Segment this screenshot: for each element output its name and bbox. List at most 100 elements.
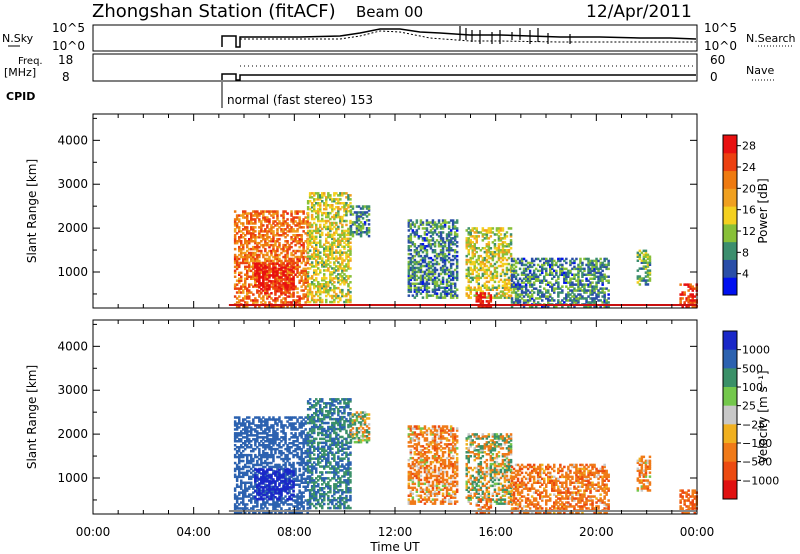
echo-cell	[553, 287, 556, 290]
echo-cell	[557, 283, 560, 286]
echo-cell	[501, 286, 505, 289]
echo-cell	[447, 276, 451, 280]
echo-cell	[331, 204, 334, 207]
echo-cell	[233, 230, 237, 233]
echo-cell	[451, 296, 455, 299]
echo-cell	[569, 263, 572, 267]
echo-cell	[491, 286, 495, 289]
echo-cell	[345, 265, 348, 268]
echo-cell	[242, 210, 245, 213]
echo-cell	[335, 259, 338, 262]
echo-cell	[520, 261, 524, 265]
echo-cell	[268, 245, 271, 249]
echo-cell	[467, 296, 470, 299]
echo-cell	[528, 265, 532, 269]
echo-cell	[479, 300, 483, 303]
echo-cell	[272, 232, 275, 235]
echo-cell	[256, 426, 259, 429]
echo-cell	[475, 237, 478, 240]
echo-cell	[423, 260, 427, 264]
echo-cell	[467, 233, 470, 236]
echo-cell	[349, 253, 352, 256]
echo-cell	[605, 257, 608, 261]
echo-cell	[453, 268, 457, 272]
echo-cell	[443, 288, 447, 291]
echo-cell	[589, 263, 592, 267]
echo-cell	[415, 252, 419, 256]
echo-cell	[345, 239, 348, 242]
echo-cell	[272, 234, 275, 237]
echo-cell	[505, 270, 509, 274]
echo-cell	[300, 511, 303, 514]
echo-cell	[429, 247, 433, 250]
echo-cell	[284, 447, 287, 451]
echo-cell	[300, 420, 303, 423]
echo-cell	[256, 243, 259, 247]
echo-cell	[589, 301, 592, 304]
echo-cell	[331, 296, 334, 300]
echo-cell	[581, 283, 584, 286]
echo-cell	[298, 434, 301, 437]
beam-label: Beam 00	[356, 3, 423, 21]
station-title: Zhongshan Station (fitACF)	[92, 1, 336, 22]
echo-cell	[491, 250, 495, 254]
echo-cell	[349, 205, 353, 208]
echo-cell	[262, 420, 265, 423]
echo-cell	[539, 285, 542, 288]
echo-cell	[469, 288, 472, 291]
echo-cell	[325, 219, 328, 223]
echo-cell	[479, 268, 483, 272]
echo-cell	[565, 281, 568, 284]
echo-cell	[268, 447, 271, 451]
echo-cell	[333, 198, 336, 201]
echo-cell	[270, 280, 273, 283]
nave-tick-low: 0	[710, 70, 718, 84]
echo-cell	[595, 261, 598, 265]
echo-cell	[260, 457, 263, 461]
echo-cell	[233, 495, 237, 498]
echo-cell	[593, 291, 596, 294]
echo-cell	[242, 473, 245, 477]
echo-cell	[268, 426, 271, 429]
echo-cell	[270, 438, 273, 441]
echo-cell	[465, 288, 468, 291]
echo-cell	[489, 306, 493, 309]
echo-cell	[339, 279, 342, 282]
echo-cell	[290, 241, 293, 245]
echo-cell	[319, 255, 322, 258]
echo-cell	[306, 267, 310, 270]
echo-cell	[274, 262, 277, 265]
echo-cell	[300, 426, 303, 429]
echo-cell	[276, 275, 279, 278]
echo-cell	[479, 276, 483, 280]
echo-cell	[447, 260, 451, 264]
echo-cell	[355, 205, 359, 208]
echo-cell	[345, 253, 348, 256]
echo-cell	[310, 209, 314, 213]
echo-cell	[333, 269, 336, 272]
echo-cell	[425, 229, 429, 232]
echo-cell	[306, 453, 309, 457]
echo-cell	[286, 278, 289, 281]
echo-cell	[339, 219, 342, 223]
echo-cell	[691, 287, 694, 290]
echo-cell	[310, 290, 314, 294]
echo-cell	[278, 257, 281, 261]
echo-cell	[284, 475, 287, 479]
echo-cell	[233, 475, 237, 479]
echo-cell	[306, 281, 309, 284]
echo-cell	[495, 260, 499, 264]
echo-cell	[429, 239, 433, 242]
echo-cell	[276, 501, 279, 504]
echo-cell	[337, 245, 340, 248]
echo-cell	[467, 272, 470, 276]
echo-cell	[248, 499, 251, 502]
echo-cell	[248, 485, 251, 488]
echo-cell	[246, 295, 249, 298]
echo-cell	[551, 273, 554, 276]
echo-cell	[497, 252, 501, 256]
echo-cell	[264, 418, 267, 421]
echo-cell	[306, 202, 310, 205]
echo-cell	[421, 282, 425, 285]
echo-cell	[306, 245, 310, 248]
